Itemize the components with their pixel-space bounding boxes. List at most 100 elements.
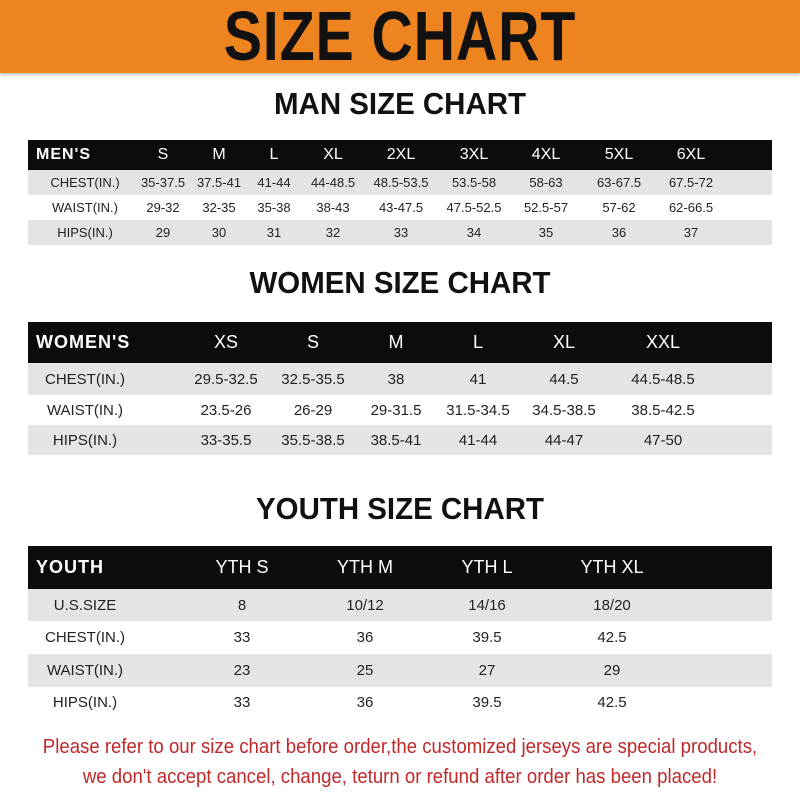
men-section-title: MAN SIZE CHART — [274, 86, 526, 121]
measure-label: CHEST(IN.) — [50, 175, 120, 190]
size-value-cell: 36 — [611, 225, 627, 240]
size-value-cell: 23.5-26 — [200, 401, 252, 419]
size-value-cell: 35-37.5 — [140, 175, 186, 190]
size-value-cell: 37.5-41 — [196, 175, 242, 190]
table-row: WAIST(IN.) 29-32 32-35 35-38 38-43 43-47.5 47.… — [28, 195, 772, 220]
order-notice-line-1: Please refer to our size chart before or… — [42, 736, 758, 758]
size-header-cell: S — [157, 146, 169, 163]
size-value-cell: 33-35.5 — [200, 431, 252, 449]
size-value-cell: 29 — [155, 225, 171, 240]
size-value-cell: 32 — [325, 225, 341, 240]
size-header-cell: L — [269, 146, 279, 163]
size-value-cell: 42.5 — [597, 629, 627, 646]
measure-label: WAIST(IN.) — [46, 662, 124, 679]
size-value-cell: 35 — [538, 225, 554, 240]
size-header-cell: L — [472, 332, 484, 352]
measure-label: CHEST(IN.) — [45, 370, 125, 388]
size-value-cell: 53.5-58 — [451, 175, 497, 190]
size-value-cell: 62-66.5 — [668, 200, 714, 215]
size-value-cell: 41 — [469, 370, 487, 388]
size-value-cell: 38-43 — [316, 200, 350, 215]
measure-label: WAIST(IN.) — [46, 401, 124, 419]
size-header-cell: YTH S — [215, 557, 269, 577]
size-value-cell: 63-67.5 — [596, 175, 642, 190]
size-header-cell: XS — [213, 332, 239, 352]
size-value-cell: 38.5-42.5 — [631, 401, 695, 419]
size-value-cell: 42.5 — [597, 694, 627, 711]
size-header-cell: XXL — [645, 332, 681, 352]
size-value-cell: 37 — [683, 225, 699, 240]
table-corner-label: MEN'S — [36, 146, 92, 163]
size-value-cell: 33 — [233, 694, 251, 711]
size-value-cell: 30 — [211, 225, 227, 240]
measure-label: CHEST(IN.) — [45, 629, 125, 646]
size-value-cell: 32.5-35.5 — [281, 370, 345, 388]
size-value-cell: 32-35 — [202, 200, 236, 215]
table-row: HIPS(IN.) 33 36 39.5 42.5 — [28, 687, 772, 718]
size-header-cell: 5XL — [604, 146, 634, 163]
size-header-cell: M — [212, 146, 226, 163]
table-row: CHEST(IN.) 33 36 39.5 42.5 — [28, 621, 772, 654]
women-size-table: WOMEN'S XS S M L XL XXL CHEST(IN.) 29.5-32.5 32.5… — [28, 322, 772, 455]
measure-label: U.S.SIZE — [53, 596, 117, 614]
size-value-cell: 58-63 — [529, 175, 563, 190]
size-value-cell: 38 — [387, 370, 405, 388]
size-value-cell: 33 — [393, 225, 409, 240]
size-value-cell: 23 — [233, 662, 251, 679]
size-header-cell: XL — [323, 146, 343, 163]
size-value-cell: 36 — [356, 629, 374, 646]
size-header-cell: XL — [552, 332, 576, 352]
size-header-cell: 4XL — [531, 146, 561, 163]
size-header-cell: 3XL — [459, 146, 489, 163]
size-value-cell: 48.5-53.5 — [373, 175, 429, 190]
table-corner-label: WOMEN'S — [36, 332, 131, 352]
table-row: HIPS(IN.) 29 30 31 32 33 34 35 36 37 — [28, 220, 772, 245]
order-notice-line-2: we don't accept cancel, change, teturn o… — [82, 766, 718, 788]
size-value-cell: 44.5 — [549, 370, 579, 388]
size-value-cell: 10/12 — [346, 596, 384, 614]
table-row: WAIST(IN.) 23 25 27 29 — [28, 654, 772, 687]
measure-label: HIPS(IN.) — [52, 694, 118, 711]
size-value-cell: 36 — [356, 694, 374, 711]
table-header-row: MEN'S S M L XL 2XL 3XL 4XL 5XL 6XL — [28, 140, 772, 170]
table-row: WAIST(IN.) 23.5-26 26-29 29-31.5 31.5-34.5 34… — [28, 395, 772, 425]
men-size-table: MEN'S S M L XL 2XL 3XL 4XL 5XL 6XL CHEST(IN.) 35-37… — [28, 140, 772, 245]
size-value-cell: 41-44 — [257, 175, 291, 190]
size-header-cell: M — [388, 332, 404, 352]
size-value-cell: 18/20 — [593, 596, 631, 614]
size-value-cell: 26-29 — [293, 401, 333, 419]
measure-label: WAIST(IN.) — [52, 200, 118, 215]
size-value-cell: 44.5-48.5 — [631, 370, 695, 388]
table-row: CHEST(IN.) 35-37.5 37.5-41 41-44 44-48.5 48.5… — [28, 170, 772, 195]
table-row: CHEST(IN.) 29.5-32.5 32.5-35.5 38 41 44.5 44.5… — [28, 363, 772, 395]
size-chart-banner: SIZE CHART — [0, 0, 800, 75]
table-corner-label: YOUTH — [36, 557, 104, 577]
size-value-cell: 29-31.5 — [370, 401, 422, 419]
measure-label: HIPS(IN.) — [52, 431, 118, 449]
size-value-cell: 31 — [266, 225, 282, 240]
size-header-cell: YTH M — [337, 557, 393, 577]
size-value-cell: 29.5-32.5 — [194, 370, 258, 388]
size-value-cell: 35.5-38.5 — [281, 431, 345, 449]
table-header-row: YOUTH YTH S YTH M YTH L YTH XL — [28, 546, 772, 589]
size-value-cell: 47-50 — [643, 431, 683, 449]
banner-title: SIZE CHART — [223, 0, 577, 75]
size-value-cell: 57-62 — [602, 200, 636, 215]
size-value-cell: 38.5-41 — [370, 431, 422, 449]
size-value-cell: 41-44 — [458, 431, 498, 449]
size-value-cell: 39.5 — [472, 629, 502, 646]
size-value-cell: 47.5-52.5 — [446, 200, 502, 215]
size-header-cell: YTH L — [461, 557, 513, 577]
size-value-cell: 8 — [237, 596, 247, 614]
size-value-cell: 27 — [478, 662, 496, 679]
size-value-cell: 39.5 — [472, 694, 502, 711]
size-value-cell: 35-38 — [257, 200, 291, 215]
measure-label: HIPS(IN.) — [57, 225, 113, 240]
table-row: U.S.SIZE 8 10/12 14/16 18/20 — [28, 589, 772, 621]
size-header-cell: YTH XL — [580, 557, 644, 577]
size-value-cell: 29-32 — [146, 200, 180, 215]
size-header-cell: 6XL — [676, 146, 706, 163]
size-value-cell: 44-47 — [544, 431, 584, 449]
size-value-cell: 33 — [233, 629, 251, 646]
youth-size-table: YOUTH YTH S YTH M YTH L YTH XL U.S.SIZE 8 10/12… — [28, 546, 772, 718]
